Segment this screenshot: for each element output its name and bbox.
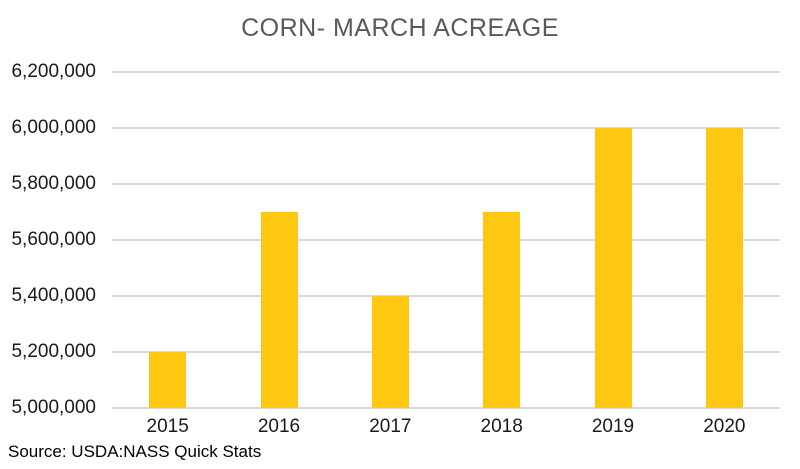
y-axis-tick-label: 5,600,000 [11, 229, 96, 250]
x-axis-tick-label: 2018 [480, 416, 523, 437]
y-axis-tick-label: 6,000,000 [11, 117, 96, 138]
bar-2017 [371, 296, 409, 408]
bar-2020 [705, 128, 743, 408]
x-axis-tick-label: 2015 [146, 416, 189, 437]
gridline [112, 71, 780, 73]
x-axis-tick-label: 2017 [369, 416, 412, 437]
plot-area [112, 71, 780, 409]
y-axis-tick-label: 5,800,000 [11, 173, 96, 194]
gridline [112, 239, 780, 241]
gridline [112, 351, 780, 353]
gridline [112, 407, 780, 409]
chart-title: CORN- MARCH ACREAGE [241, 14, 559, 42]
x-axis-tick-label: 2016 [257, 416, 301, 437]
x-axis-tick-label: 2019 [591, 416, 635, 437]
y-axis-tick-label: 5,000,000 [11, 397, 96, 418]
gridline [112, 127, 780, 129]
bar-2018 [483, 212, 521, 408]
gridline [112, 183, 780, 185]
source-note: Source: USDA:NASS Quick Stats [8, 442, 262, 461]
x-axis-tick-label: 2020 [703, 416, 746, 437]
y-axis-tick-label: 6,200,000 [11, 61, 96, 82]
bar-2016 [260, 212, 298, 408]
gridline [112, 295, 780, 297]
bar-2015 [149, 352, 187, 408]
bar-2019 [594, 128, 632, 408]
y-axis-tick-label: 5,400,000 [11, 285, 96, 306]
y-axis-tick-label: 5,200,000 [11, 341, 96, 362]
